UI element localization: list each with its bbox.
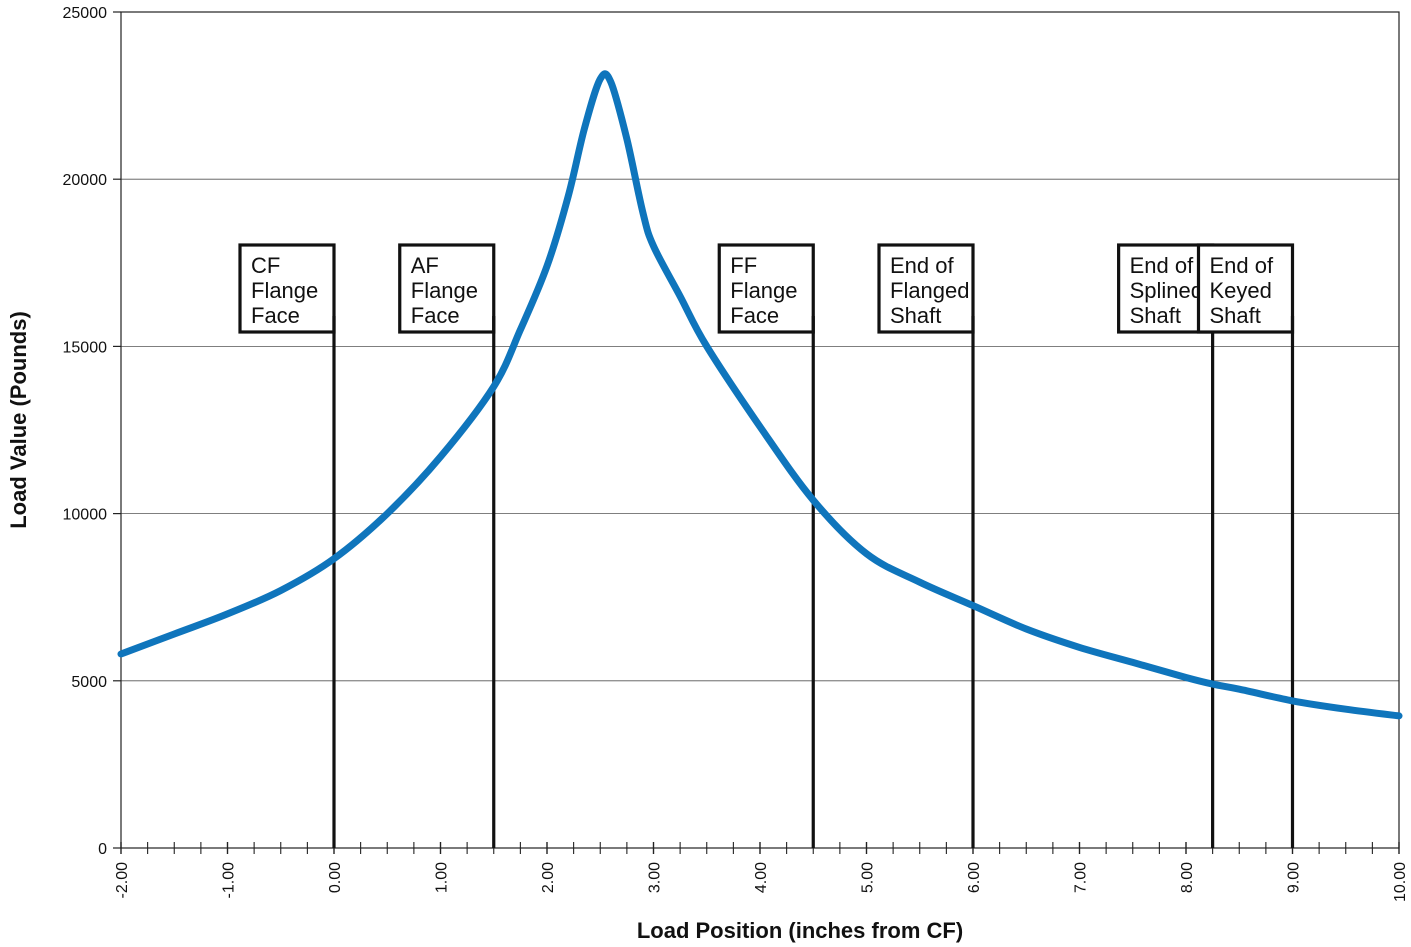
x-tick-label: -2.00 xyxy=(114,862,131,899)
y-axis-ticks: 0 5000 10000 15000 20000 25000 xyxy=(63,5,121,858)
y-tick-label: 10000 xyxy=(63,507,108,524)
marker-label-text: Flange xyxy=(411,278,478,303)
marker-label-box xyxy=(238,243,336,334)
marker-label-text: Flanged xyxy=(890,278,970,303)
marker-label-text: FF xyxy=(730,253,757,278)
x-tick-label: 0.00 xyxy=(327,862,344,893)
marker-label-text: Flange xyxy=(730,278,797,303)
x-tick-label: 4.00 xyxy=(753,862,770,893)
marker-label-text: End of xyxy=(1210,253,1274,278)
x-tick-label: 7.00 xyxy=(1073,862,1090,893)
marker-label-text: Face xyxy=(251,303,300,328)
marker-label-text: Flange xyxy=(251,278,318,303)
marker-label-text: Shaft xyxy=(1210,303,1261,328)
marker-label-text: AF xyxy=(411,253,439,278)
y-tick-label: 0 xyxy=(98,841,107,858)
marker-label-box xyxy=(1196,243,1295,334)
x-axis-ticks: -2.00 -1.00 0.00 1.00 2.00 3.00 4.00 5.00 6.00 7.… xyxy=(114,842,1409,902)
marker-label-box xyxy=(717,243,815,334)
y-axis-title: Load Value (Pounds) xyxy=(6,311,31,529)
load-curve-line xyxy=(117,70,1403,720)
x-axis-title: Load Position (inches from CF) xyxy=(637,918,963,943)
marker-label-text: CF xyxy=(251,253,280,278)
x-tick-label: 6.00 xyxy=(966,862,983,893)
x-tick-label: -1.00 xyxy=(221,862,238,899)
x-tick-label: 1.00 xyxy=(434,862,451,893)
marker-label-text: End of xyxy=(1130,253,1194,278)
y-tick-label: 15000 xyxy=(63,339,108,356)
marker-label-text: Splined xyxy=(1130,278,1203,303)
x-tick-label: 5.00 xyxy=(860,862,877,893)
marker-label-text: Face xyxy=(411,303,460,328)
x-tick-label: 9.00 xyxy=(1286,862,1303,893)
marker-label-box xyxy=(877,243,975,334)
x-tick-label: 10.00 xyxy=(1392,862,1409,902)
position-markers: CFFlangeFaceAFFlangeFaceFFFlangeFaceEnd … xyxy=(238,243,1295,848)
x-tick-label: 3.00 xyxy=(647,862,664,893)
marker-label-text: Face xyxy=(730,303,779,328)
x-tick-label: 2.00 xyxy=(540,862,557,893)
marker-label-text: Keyed xyxy=(1210,278,1272,303)
marker-label-text: Shaft xyxy=(1130,303,1181,328)
y-tick-label: 5000 xyxy=(71,674,107,691)
x-tick-label: 8.00 xyxy=(1179,862,1196,893)
marker-label-box xyxy=(398,243,496,334)
marker-label-text: Shaft xyxy=(890,303,941,328)
y-tick-label: 25000 xyxy=(63,5,108,22)
marker-label-text: End of xyxy=(890,253,954,278)
y-tick-label: 20000 xyxy=(63,172,108,189)
